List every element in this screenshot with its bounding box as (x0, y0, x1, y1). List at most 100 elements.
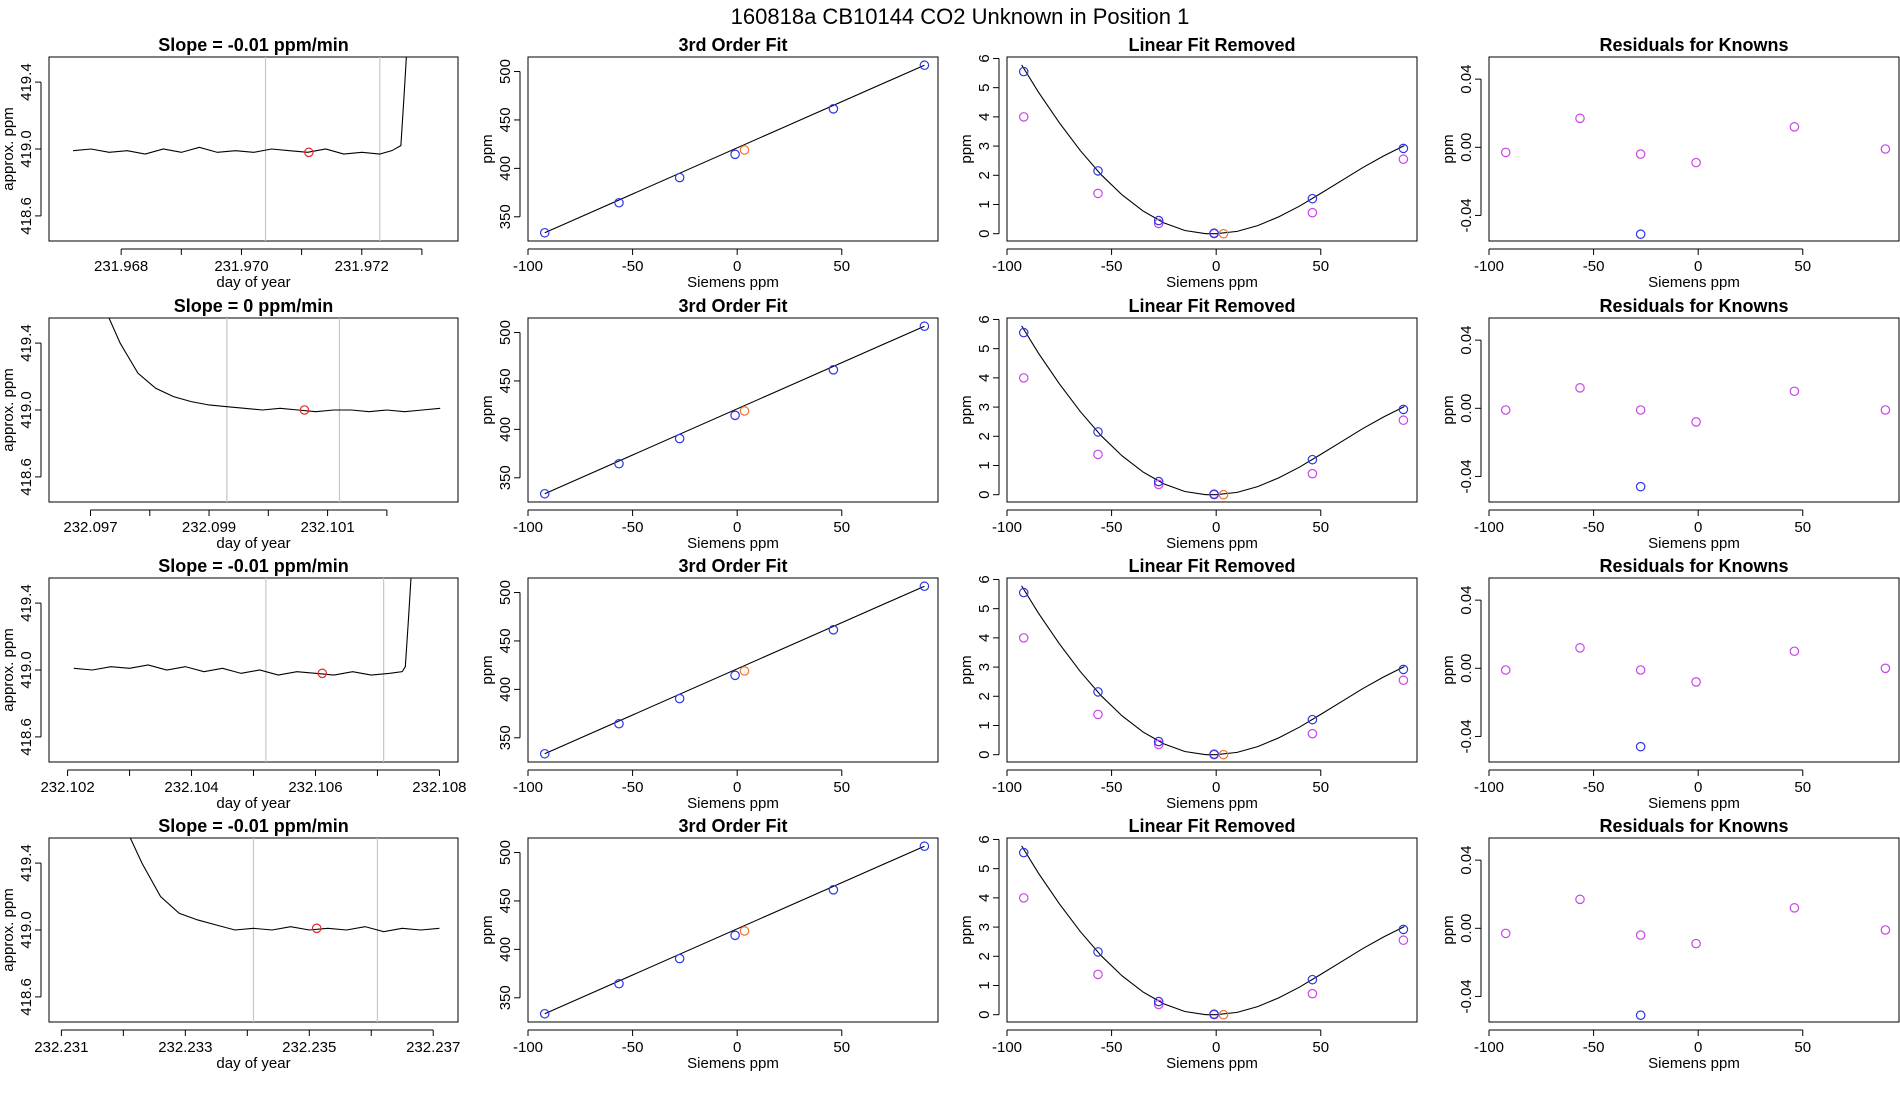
standard-point (674, 953, 685, 964)
y-tick-label: 4 (976, 894, 993, 902)
unknown-average-point (304, 147, 314, 158)
linear-residual-point (1018, 893, 1029, 903)
y-tick-label: 500 (497, 580, 514, 605)
y-tick-label: 3 (976, 142, 993, 150)
y-tick-label: 419.4 (18, 63, 35, 101)
x-tick-label: 0 (1212, 779, 1220, 796)
x-tick-label: -100 (513, 519, 543, 536)
x-tick-label: 231.970 (214, 258, 268, 275)
y-axis-label: ppm (958, 655, 975, 684)
x-tick-label: -50 (1583, 779, 1605, 796)
y-tick-label: 419.0 (18, 391, 35, 429)
y-tick-label: 450 (497, 888, 514, 913)
standard-point (1209, 228, 1219, 238)
x-tick-label: 50 (1312, 1039, 1329, 1056)
standard-point (1398, 924, 1409, 935)
y-tick-label: 0.04 (1458, 846, 1475, 875)
y-tick-label: 500 (497, 59, 514, 84)
y-tick-label: 450 (497, 107, 514, 132)
residual-point (1880, 144, 1891, 154)
y-axis-label: ppm (479, 395, 496, 424)
concentration-trace-line (129, 838, 440, 933)
y-axis-label: ppm (479, 915, 496, 944)
residual-point (1880, 663, 1891, 674)
x-tick-label: 50 (833, 258, 850, 275)
y-tick-label: 418.6 (18, 978, 35, 1016)
x-tick-label: 232.106 (288, 779, 342, 796)
plot-frame (48, 577, 459, 763)
residual-point (1789, 122, 1800, 132)
x-tick-label: -50 (1583, 1039, 1605, 1056)
standard-point (1398, 664, 1409, 675)
x-axis-label: Siemens ppm (1648, 1055, 1740, 1072)
y-tick-label: 3 (976, 403, 993, 411)
page-title: 160818a CB10144 CO2 Unknown in Position … (731, 4, 1190, 29)
plot-area (129, 838, 440, 1022)
residual-point (1691, 677, 1701, 687)
standard-point (1209, 749, 1219, 759)
standard-point (1307, 714, 1318, 725)
y-tick-label: 0.04 (1458, 586, 1475, 615)
linear-residual-point (1398, 935, 1409, 946)
plot-frame (1488, 56, 1900, 242)
standard-point (1018, 587, 1029, 598)
linear-residual-point (1307, 207, 1318, 218)
y-tick-label: 5 (976, 83, 993, 91)
standard-point (539, 488, 550, 499)
y-axis-label: approx. ppm (0, 888, 17, 971)
plot-area (1018, 325, 1409, 500)
x-axis-label: day of year (216, 274, 290, 291)
plot-area (1500, 894, 1891, 1020)
plot-frame (527, 837, 939, 1023)
unknown-point (1218, 749, 1229, 760)
standard-point (828, 625, 839, 635)
standard-point (828, 885, 839, 895)
panel-title: 3rd Order Fit (678, 35, 787, 55)
linear-residual-point (1018, 633, 1029, 643)
x-axis-label: Siemens ppm (1648, 795, 1740, 812)
linear-residual-point (1398, 675, 1409, 686)
standard-point (539, 227, 550, 238)
y-tick-label: 0 (976, 230, 993, 238)
y-axis-label: ppm (1440, 395, 1457, 424)
residual-point (1500, 665, 1511, 675)
y-tick-label: 4 (976, 374, 993, 382)
x-tick-label: -100 (992, 1039, 1022, 1056)
x-axis-label: Siemens ppm (1648, 274, 1740, 291)
x-tick-label: 232.233 (158, 1039, 212, 1056)
panel-fit-1: 3rd Order Fit -100 -50 0 50 Siemens ppm 350 400… (479, 296, 939, 552)
x-tick-label: 0 (1694, 258, 1702, 275)
y-tick-label: 0.00 (1458, 914, 1475, 943)
standard-point (730, 149, 740, 160)
x-axis-label: Siemens ppm (1166, 1055, 1258, 1072)
linear-residual-point (1153, 479, 1164, 490)
residual-point (1880, 925, 1891, 935)
standard-point (1093, 687, 1103, 697)
fit-line (544, 64, 925, 234)
y-tick-label: 0.04 (1458, 326, 1475, 355)
outlier-point (1635, 481, 1646, 492)
x-axis-label: day of year (216, 795, 290, 812)
x-tick-label: -50 (622, 779, 644, 796)
y-tick-label: 1 (976, 461, 993, 469)
standard-point (919, 581, 930, 592)
x-tick-label: -50 (1101, 258, 1123, 275)
panel-title: Residuals for Knowns (1599, 296, 1788, 316)
standard-point (614, 197, 624, 208)
x-tick-label: 50 (1794, 1039, 1811, 1056)
plot-frame (527, 577, 939, 763)
y-axis-label: ppm (958, 134, 975, 163)
panel-title: Residuals for Knowns (1599, 35, 1788, 55)
x-tick-label: -100 (992, 258, 1022, 275)
residual-point (1500, 147, 1511, 158)
y-tick-label: 5 (976, 344, 993, 352)
fit-curve (1021, 64, 1405, 235)
panel-title: Slope = 0 ppm/min (174, 296, 334, 316)
residual-point (1500, 928, 1511, 939)
residual-point (1500, 405, 1511, 415)
x-axis-label: Siemens ppm (1166, 274, 1258, 291)
unknown-point (1218, 489, 1229, 500)
unknown-point (739, 926, 750, 936)
linear-residual-point (1307, 468, 1318, 479)
